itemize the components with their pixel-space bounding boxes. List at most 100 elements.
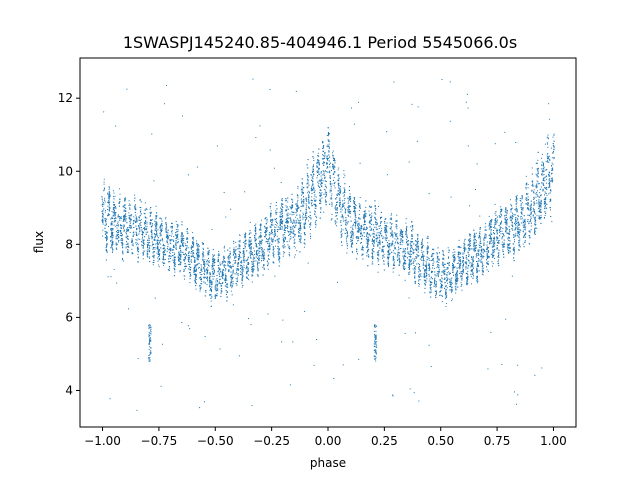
data-point (436, 267, 438, 269)
data-point (218, 250, 220, 252)
data-point (473, 246, 475, 248)
data-point (421, 247, 423, 249)
data-point (303, 246, 305, 248)
data-point (298, 236, 299, 238)
data-point (318, 182, 320, 184)
data-point (261, 249, 263, 251)
data-point (207, 279, 209, 281)
data-point (297, 199, 299, 201)
data-point (425, 272, 427, 274)
data-point (307, 182, 309, 184)
data-point (283, 234, 285, 236)
data-point (515, 203, 517, 205)
data-point (259, 257, 261, 259)
data-point (506, 222, 508, 224)
data-point (392, 250, 394, 252)
data-point (111, 244, 113, 246)
data-point (148, 237, 150, 239)
data-point (518, 242, 520, 244)
data-point (302, 216, 304, 218)
data-point (269, 207, 271, 209)
data-point (476, 280, 478, 282)
data-point (463, 244, 465, 246)
data-point (452, 252, 454, 254)
data-point (482, 267, 484, 269)
data-point (272, 240, 274, 242)
data-point (119, 219, 121, 221)
data-point (215, 279, 217, 281)
data-point (229, 262, 231, 264)
data-point (544, 197, 546, 199)
data-point (399, 235, 401, 237)
data-point (476, 269, 478, 271)
data-point (391, 242, 393, 244)
data-point (447, 247, 449, 249)
data-point (217, 288, 219, 290)
data-point (244, 233, 246, 235)
data-point (445, 296, 447, 298)
data-point (234, 257, 236, 259)
data-point (284, 229, 286, 231)
data-point (314, 213, 316, 215)
data-point (161, 237, 163, 239)
data-point (249, 250, 251, 252)
data-point (152, 225, 154, 227)
data-point (333, 185, 335, 187)
data-point (240, 261, 242, 263)
data-point (475, 253, 477, 255)
data-point (387, 259, 389, 261)
data-point (231, 287, 233, 289)
data-point (292, 227, 294, 229)
data-point (235, 241, 237, 243)
data-point (405, 242, 407, 244)
data-point (111, 246, 113, 248)
data-point (204, 259, 206, 261)
data-point (298, 238, 300, 240)
data-point (451, 290, 453, 292)
data-point (263, 253, 265, 255)
data-point (186, 229, 188, 231)
data-point (280, 220, 282, 222)
data-point (200, 273, 202, 275)
data-point (311, 196, 313, 198)
data-point (341, 200, 343, 202)
data-point (390, 217, 392, 219)
data-point (274, 223, 276, 225)
data-point (388, 265, 390, 267)
data-point (366, 227, 368, 229)
data-point (149, 212, 151, 214)
data-point (188, 255, 190, 257)
data-point (252, 261, 254, 263)
data-point (358, 217, 360, 219)
data-point (158, 259, 160, 261)
data-point (383, 260, 385, 262)
data-point (220, 290, 222, 292)
data-point (120, 242, 122, 244)
data-point (296, 203, 298, 204)
data-point (426, 247, 428, 249)
data-point (520, 216, 522, 218)
data-point (534, 233, 536, 235)
data-point (413, 260, 415, 262)
data-point (302, 187, 304, 189)
data-point (251, 263, 253, 265)
data-point (504, 210, 506, 212)
data-point (316, 217, 318, 219)
data-point (479, 231, 481, 233)
data-point (195, 271, 197, 273)
data-point (492, 255, 494, 257)
data-point (515, 201, 517, 203)
data-point (268, 245, 270, 247)
data-point (133, 216, 135, 218)
data-point (402, 252, 404, 254)
data-point (379, 232, 381, 234)
data-point (263, 259, 265, 261)
data-point (339, 189, 341, 191)
data-point (128, 203, 130, 205)
data-point (284, 231, 286, 233)
data-point (123, 226, 125, 228)
data-point (323, 146, 325, 148)
data-point (462, 274, 464, 276)
data-point (224, 273, 226, 275)
data-point (490, 240, 492, 242)
